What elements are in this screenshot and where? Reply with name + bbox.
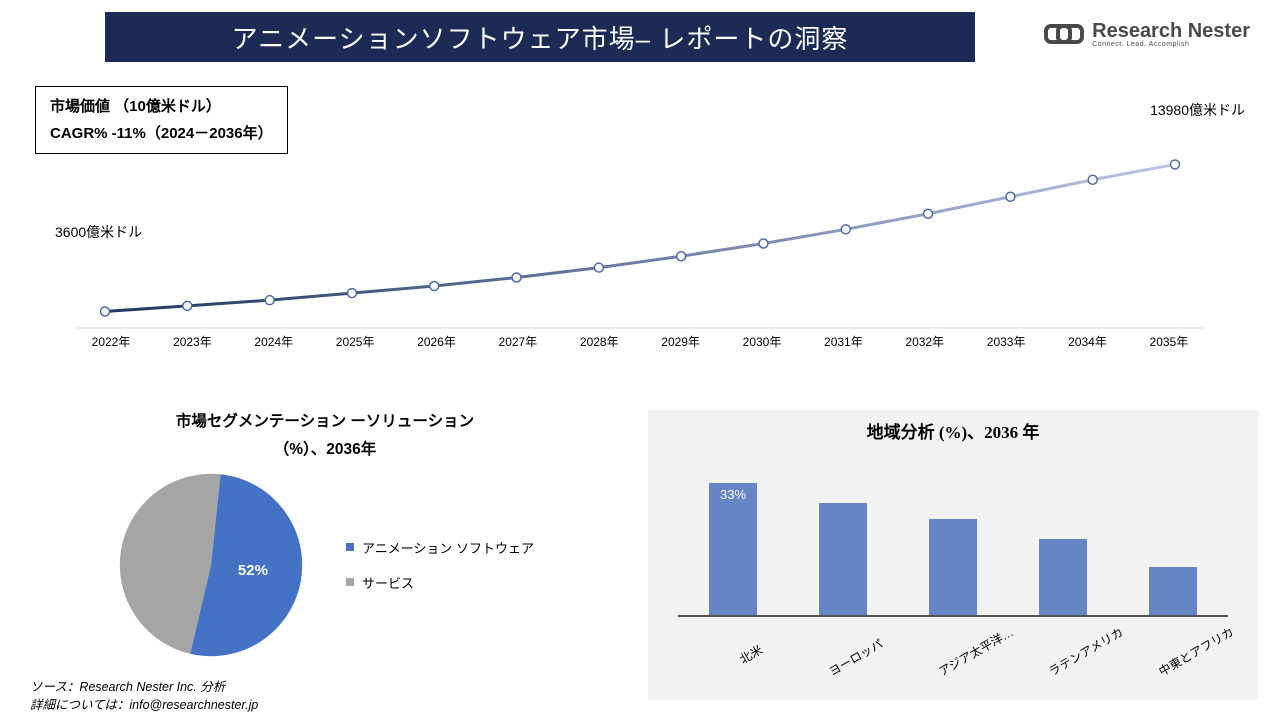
source-line-2: 詳細については：info@researchnester.jp: [30, 697, 258, 715]
bar-section: 地域分析 (%)、2036 年 33% 北米ヨーロッパアジア太平洋…ラテンアメリ…: [648, 410, 1258, 700]
legend-label: サービス: [362, 573, 414, 592]
line-chart-xaxis: 2022年 2023年 2024年 2025年 2026年 2027年 2028年 2029年…: [75, 333, 1205, 350]
bar-xaxis-label: 北米: [715, 641, 765, 680]
line-xaxis-tick: 2022年: [81, 333, 141, 350]
source-note: ソース：Research Nester Inc. 分析 詳細については：info…: [30, 679, 258, 714]
pie-title-line2: （%）、2036年: [274, 441, 377, 458]
bar: [1149, 567, 1197, 615]
legend-item: アニメーション ソフトウェア: [346, 538, 534, 557]
pie-legend: アニメーション ソフトウェアサービス: [346, 522, 534, 608]
line-xaxis-tick: 2025年: [325, 333, 385, 350]
pie-slice-label: 52%: [238, 562, 268, 579]
bar: [819, 503, 867, 615]
legend-label: アニメーション ソフトウェア: [362, 538, 534, 557]
line-xaxis-tick: 2035年: [1139, 333, 1199, 350]
bar-xaxis: 北米ヨーロッパアジア太平洋…ラテンアメリカ中東とアフリカ: [678, 625, 1228, 642]
source-line-1: ソース：Research Nester Inc. 分析: [30, 679, 258, 697]
bar: 33%: [709, 483, 757, 615]
bar-plot: 33%: [678, 457, 1228, 617]
line-xaxis-tick: 2028年: [569, 333, 629, 350]
line-xaxis-tick: 2026年: [407, 333, 467, 350]
line-xaxis-tick: 2032年: [895, 333, 955, 350]
bar-xaxis-label: 中東とアフリカ: [1155, 641, 1205, 680]
brand-name: Research Nester: [1092, 21, 1250, 41]
line-xaxis-tick: 2029年: [651, 333, 711, 350]
pie-title-line1: 市場セグメンテーション ーソリューション: [176, 413, 474, 430]
bar-xaxis-label: アジア太平洋…: [935, 641, 985, 680]
line-xaxis-tick: 2031年: [813, 333, 873, 350]
bar-title: 地域分析 (%)、2036 年: [648, 418, 1258, 443]
legend-swatch: [346, 543, 354, 551]
logo-mark-icon: [1044, 20, 1084, 48]
line-end-label: 13980億米ドル: [1150, 100, 1245, 120]
line-xaxis-tick: 2030年: [732, 333, 792, 350]
legend-item: サービス: [346, 573, 534, 592]
bar-value-label: 33%: [709, 487, 757, 502]
pie-title: 市場セグメンテーション ーソリューション （%）、2036年: [30, 408, 620, 464]
page-title-banner: アニメーションソフトウェア市場– レポートの洞察: [105, 12, 975, 62]
legend-swatch: [346, 578, 354, 586]
line-xaxis-tick: 2034年: [1058, 333, 1118, 350]
line-xaxis-tick: 2024年: [244, 333, 304, 350]
bar-xaxis-label: ラテンアメリカ: [1045, 641, 1095, 680]
pie-chart: 52%: [116, 470, 306, 660]
bar: [1039, 539, 1087, 615]
bar-xaxis-label: ヨーロッパ: [825, 641, 875, 680]
line-chart-svg: [75, 130, 1205, 330]
pie-section: 市場セグメンテーション ーソリューション （%）、2036年 52% アニメーシ…: [30, 400, 620, 700]
brand-logo: Research Nester Connect. Lead. Accomplis…: [1044, 20, 1250, 48]
line-chart: 13980億米ドル 3600億米ドル 2022年2023年2024年2025年2…: [35, 80, 1245, 370]
line-xaxis-tick: 2027年: [488, 333, 548, 350]
line-xaxis-tick: 2033年: [976, 333, 1036, 350]
brand-tagline: Connect. Lead. Accomplish: [1092, 41, 1250, 48]
line-xaxis-tick: 2023年: [162, 333, 222, 350]
bar: [929, 519, 977, 615]
